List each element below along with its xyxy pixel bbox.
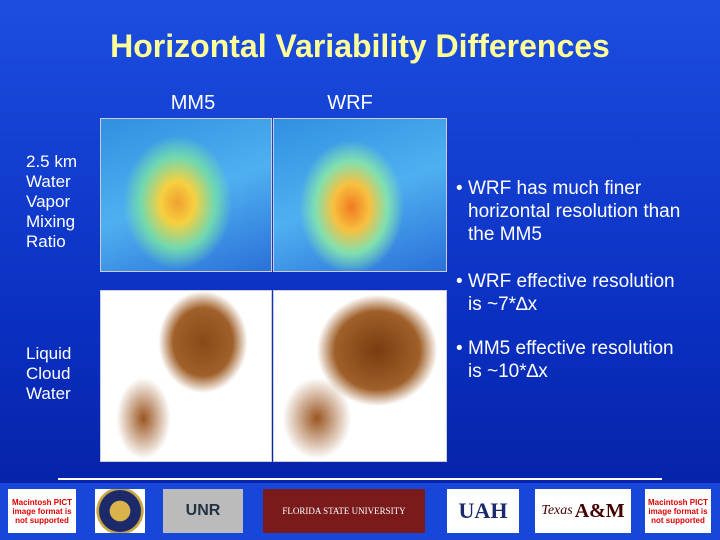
row-label-line: Water (26, 172, 71, 191)
title: Horizontal Variability Differences (110, 28, 610, 64)
row-label-line: 2.5 km (26, 152, 78, 171)
row-label: Liquid Cloud Water (26, 344, 71, 404)
row-label-line: Water (26, 384, 71, 403)
row-label-line: Vapor (26, 192, 71, 211)
bullet: • WRF effective resolution is ~7*∆x (456, 271, 675, 315)
bullet: • MM5 effective resolution is ~10*∆x (456, 338, 674, 382)
unr-logo: UNR (163, 489, 243, 533)
uah-logo: UAH (447, 489, 519, 533)
fsu-logo: FLORIDA STATE UNIVERSITY (263, 489, 425, 533)
mm5-vapor-image (100, 118, 272, 272)
column-header: MM5 (170, 92, 216, 114)
row-label-line: Ratio (26, 232, 66, 251)
tamu-am: A&M (574, 499, 625, 522)
tamu-logo: Texas A&M (535, 489, 631, 533)
column-header: WRF (327, 92, 373, 114)
row-label-line: Mixing (26, 212, 76, 231)
row-label-line: Liquid (26, 344, 72, 363)
logo-placeholder: Macintosh PICT image format is not suppo… (645, 489, 711, 533)
row-label-line: Cloud (26, 364, 71, 383)
logo-placeholder: Macintosh PICT image format is not suppo… (8, 489, 76, 533)
navy-seal (95, 489, 145, 533)
row-label: 2.5 km Water Vapor Mixing Ratio (26, 152, 77, 252)
bullet: • WRF has much finer horizontal resolutio… (456, 178, 681, 245)
divider (58, 478, 662, 480)
wrf-cloud-image (273, 290, 447, 462)
wrf-vapor-image (273, 118, 447, 272)
tamu-texas: Texas (541, 503, 573, 518)
mm5-cloud-image (100, 290, 272, 462)
